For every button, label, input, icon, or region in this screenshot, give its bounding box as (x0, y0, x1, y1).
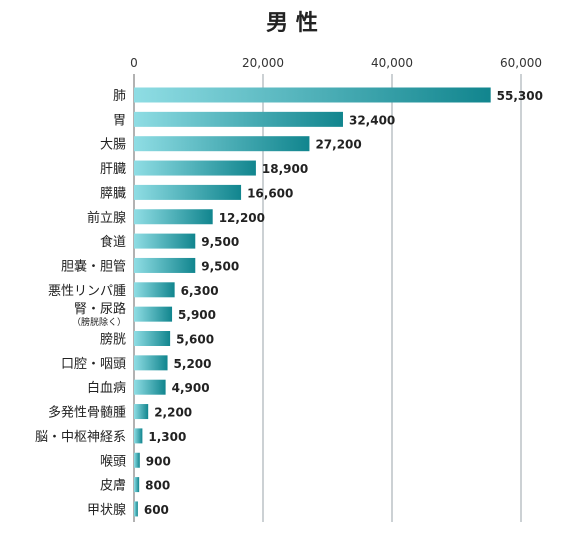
bar (134, 282, 175, 298)
bar (134, 331, 171, 346)
x-tick-label: 20,000 (242, 56, 284, 70)
value-label: 9,500 (201, 235, 239, 249)
category-label: 食道 (100, 234, 126, 250)
value-label: 16,600 (247, 186, 293, 200)
x-tick-label: 40,000 (371, 56, 413, 70)
category-label: 肝臓 (100, 162, 126, 177)
bar (134, 136, 310, 152)
category-label: 前立腺 (87, 210, 126, 226)
category-sublabel: （膀胱除く） (72, 316, 126, 328)
bar (134, 257, 196, 273)
category-label: 腎・尿路 (74, 301, 126, 317)
bar (134, 87, 491, 103)
bar (134, 233, 196, 249)
value-label: 18,900 (262, 162, 308, 176)
bar (134, 111, 343, 127)
category-label: 甲状腺 (87, 503, 126, 518)
value-label: 55,300 (497, 89, 543, 103)
value-label: 9,500 (201, 259, 239, 273)
bars (134, 87, 491, 517)
category-label: 皮膚 (100, 478, 126, 494)
value-label: 900 (146, 454, 171, 468)
value-label: 2,200 (154, 406, 192, 420)
bar (134, 452, 140, 468)
category-label: 口腔・咽頭 (61, 357, 126, 372)
bar (134, 379, 166, 395)
bar (134, 477, 140, 493)
category-label: 大腸 (100, 138, 126, 153)
category-label: 白血病 (87, 380, 126, 396)
category-label: 多発性骨髄腫 (48, 405, 126, 421)
value-label: 1,300 (148, 430, 186, 444)
x-axis-ticks: 0 20,000 40,000 60,000 (130, 56, 542, 70)
value-label: 6,300 (181, 284, 219, 298)
value-labels: 55,300 32,400 27,200 18,900 16,600 12,200 9,50… (144, 89, 543, 517)
category-label: 脳・中枢神経系 (35, 430, 126, 445)
value-label: 600 (144, 503, 169, 517)
value-label: 12,200 (219, 211, 265, 225)
value-label: 5,600 (176, 333, 214, 347)
bar (134, 501, 138, 517)
category-label: 膵臓 (100, 186, 126, 201)
value-label: 800 (145, 479, 170, 493)
bar (134, 428, 143, 444)
category-label: 肺 (113, 89, 126, 104)
value-label: 4,900 (172, 381, 210, 395)
x-tick-label: 0 (130, 56, 138, 70)
value-label: 5,900 (178, 308, 216, 322)
category-label: 胆嚢・胆管 (61, 258, 126, 274)
value-label: 32,400 (349, 113, 395, 127)
category-label: 膀胱 (100, 332, 126, 348)
x-tick-label: 60,000 (500, 56, 542, 70)
category-label: 胃 (113, 113, 126, 128)
category-label: 喉頭 (100, 454, 126, 469)
bar (134, 160, 256, 176)
chart-title: 男 性 (266, 11, 318, 36)
bar (134, 404, 149, 420)
bar (134, 209, 213, 225)
bar (134, 355, 168, 371)
bar (134, 306, 173, 322)
category-label: 悪性リンパ腫 (48, 283, 126, 299)
bar (134, 184, 242, 200)
value-label: 5,200 (174, 357, 212, 371)
value-label: 27,200 (315, 138, 361, 152)
